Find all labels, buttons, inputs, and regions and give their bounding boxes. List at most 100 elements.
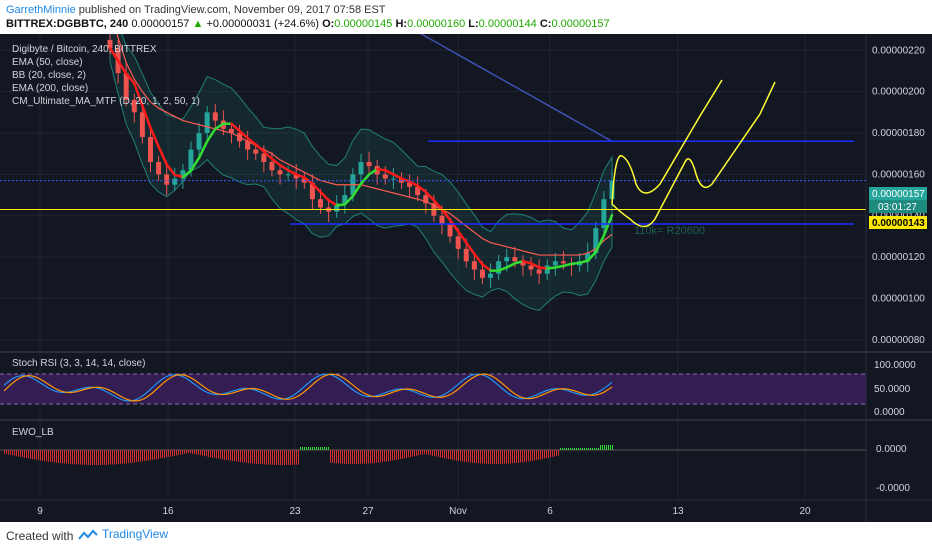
- ewo-bar: [580, 448, 581, 450]
- ewo-bar: [52, 450, 53, 463]
- ewo-bar: [552, 450, 553, 457]
- cm-ma-segment: [181, 169, 193, 179]
- ewo-bar: [270, 450, 271, 465]
- cm-ma-segment: [254, 143, 266, 153]
- ewo-bar: [242, 450, 243, 463]
- ewo-bar: [290, 450, 291, 465]
- ewo-bar: [444, 450, 445, 459]
- ewo-bar: [428, 450, 429, 455]
- ewo-bar: [246, 450, 247, 463]
- projection-drawing[interactable]: [611, 79, 776, 228]
- candle-body: [228, 128, 234, 134]
- ewo-bar: [492, 450, 493, 464]
- candle-body: [212, 112, 218, 121]
- ewo-bar: [318, 447, 319, 450]
- ewo-bar: [50, 450, 51, 462]
- tradingview-logo-icon: [78, 529, 98, 540]
- ewo-bar: [504, 450, 505, 464]
- ewo-bar: [4, 450, 5, 454]
- ewo-bar: [602, 445, 603, 450]
- ewo-bar: [598, 448, 599, 450]
- ewo-title: EWO_LB: [12, 427, 54, 438]
- ewo-bar: [336, 450, 337, 464]
- ewo-bar: [288, 450, 289, 465]
- ewo-bar: [572, 448, 573, 450]
- ewo-bar: [574, 448, 575, 450]
- ewo-bar: [468, 450, 469, 463]
- candle-body: [269, 161, 275, 171]
- candle-body: [180, 170, 186, 179]
- price-pane[interactable]: 110k= R20600: [0, 0, 866, 312]
- ewo-bar: [438, 450, 439, 458]
- ewo-bar: [470, 450, 471, 463]
- high-value: 0.00000160: [407, 18, 466, 30]
- candle-body: [253, 149, 259, 154]
- cm-ma-segment: [570, 261, 581, 266]
- cm-ultimate-ma-line: [108, 46, 614, 272]
- ewo-bar: [362, 450, 363, 464]
- ewo-bar: [448, 450, 449, 460]
- tradingview-brand[interactable]: TradingView: [78, 527, 168, 541]
- price-tick: 0.00000220: [872, 45, 925, 56]
- price-tick: 0.00000100: [872, 293, 925, 304]
- author-link[interactable]: GarrethMinnie: [6, 4, 76, 16]
- chart-svg[interactable]: 110k= R20600 Digibyte / Bitcoin, 240, BI…: [0, 0, 932, 522]
- ewo-bar: [20, 450, 21, 457]
- cm-ma-segment: [594, 234, 606, 254]
- ewo-bar: [332, 450, 333, 463]
- ewo-bar: [354, 450, 355, 464]
- time-axis[interactable]: 9 16 23 27 Nov 6 13 20: [37, 506, 811, 517]
- candle-body: [156, 161, 162, 175]
- ewo-bar: [204, 450, 205, 457]
- publish-info: published on TradingView.com, November 0…: [78, 4, 386, 16]
- ewo-bar: [104, 450, 105, 465]
- ewo-bar: [440, 450, 441, 458]
- ewo-bar: [406, 450, 407, 458]
- ewo-bar: [540, 450, 541, 460]
- stoch-rsi-pane[interactable]: Stoch RSI (3, 3, 14, 14, close) 100.0000…: [0, 358, 916, 418]
- candle-body: [496, 261, 502, 274]
- ewo-bar: [396, 450, 397, 460]
- cm-ma-segment: [400, 177, 411, 183]
- ewo-bar: [426, 450, 427, 455]
- ewo-bar: [346, 450, 347, 464]
- candle-body: [172, 178, 178, 185]
- cm-ma-segment: [197, 140, 209, 160]
- cm-ma-segment: [205, 127, 217, 143]
- ewo-bar: [68, 450, 69, 464]
- cm-ma-segment: [157, 145, 168, 166]
- ewo-bar: [410, 450, 411, 458]
- cm-ma-segment: [278, 163, 290, 172]
- chart-header: GarrethMinnie published on TradingView.c…: [0, 0, 932, 34]
- candle-body: [439, 215, 445, 225]
- ewo-bar: [164, 450, 165, 458]
- ewo-bar: [466, 450, 467, 463]
- cm-ma-segment: [456, 230, 468, 244]
- cm-ma-segment: [505, 262, 517, 269]
- ewo-bar: [278, 450, 279, 465]
- ewo-bar: [128, 450, 129, 464]
- candle-body: [261, 153, 267, 162]
- ewo-pane[interactable]: EWO_LB 0.0000 -0.0000: [0, 427, 910, 494]
- price-tick: 0.00000200: [872, 87, 925, 98]
- ewo-bar: [310, 447, 311, 450]
- ewo-bar: [452, 450, 453, 460]
- ewo-bar: [192, 450, 193, 454]
- ewo-bar: [486, 450, 487, 464]
- ewo-bar: [102, 450, 103, 465]
- cm-ma-segment: [448, 218, 460, 233]
- ewo-bar: [6, 450, 7, 455]
- ewo-bar: [416, 450, 417, 456]
- candle-body: [552, 261, 558, 266]
- cm-ma-segment: [116, 59, 128, 75]
- ewo-bar: [194, 450, 195, 455]
- ewo-bar: [258, 450, 259, 464]
- ohlc-line: BITTREX:DGBBTC, 240 0.00000157 ▲ +0.0000…: [6, 18, 610, 30]
- cm-ma-segment: [335, 203, 347, 207]
- horizontal-lines[interactable]: [0, 140, 866, 225]
- ewo-bar: [536, 450, 537, 461]
- ewo-bar: [178, 450, 179, 456]
- ewo-bar: [208, 450, 209, 457]
- chart-area[interactable]: 110k= R20600 Digibyte / Bitcoin, 240, BI…: [0, 0, 932, 522]
- ewo-bar: [272, 450, 273, 465]
